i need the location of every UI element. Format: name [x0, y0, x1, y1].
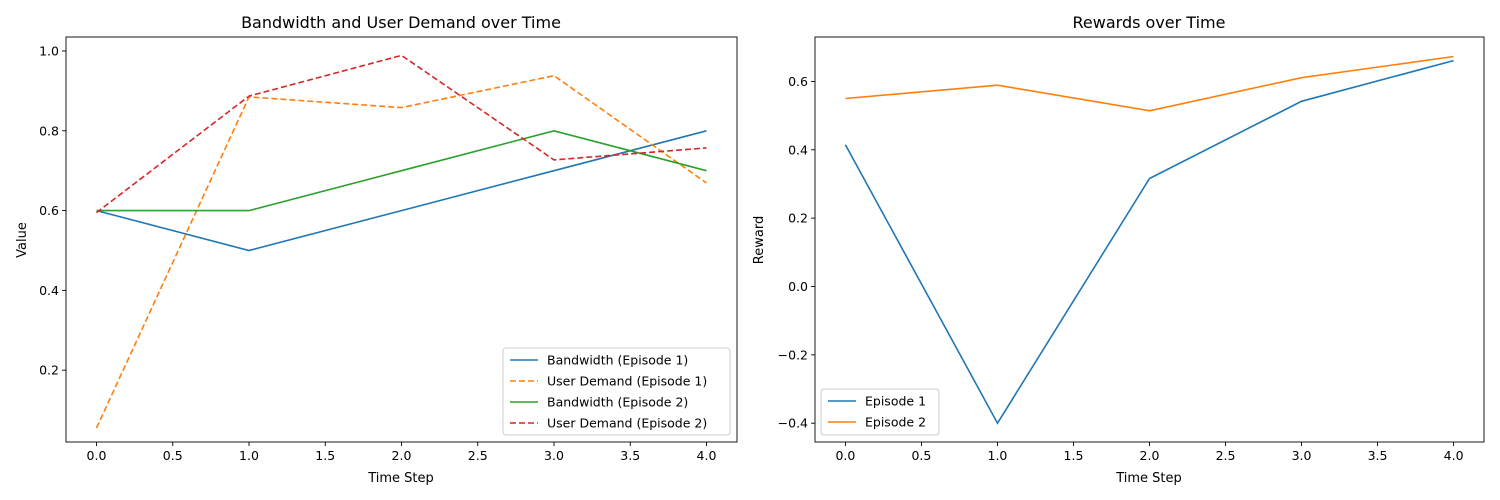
y-axis-label: Reward: [752, 216, 767, 264]
y-tick-label: 0.6: [788, 74, 808, 89]
x-tick-label: 2.0: [1140, 448, 1160, 463]
legend-label: Bandwidth (Episode 2): [547, 395, 688, 410]
x-tick-label: 3.0: [544, 448, 564, 463]
y-tick-label: 0.2: [39, 363, 59, 378]
legend-box: [502, 347, 731, 436]
series-line-4: [96, 54, 707, 214]
x-tick-label: 3.0: [1292, 448, 1312, 463]
x-tick-label: 3.5: [1368, 448, 1388, 463]
chart-bandwidth-demand: Bandwidth and User Demand over Time Time…: [15, 13, 738, 486]
x-axis-label: Time Step: [1115, 471, 1182, 486]
x-tick-label: 0.5: [911, 448, 931, 463]
y-tick-label: 0.4: [39, 283, 59, 298]
y-tick-label: −0.4: [778, 416, 808, 431]
x-tick-label: 1.0: [239, 448, 259, 463]
x-tick-label: 0.0: [87, 448, 107, 463]
x-tick-label: 1.5: [1064, 448, 1084, 463]
plot-frame: [814, 36, 1485, 443]
legend-label: Episode 2: [865, 415, 926, 430]
y-tick-label: 0.2: [788, 211, 808, 226]
series-line-1: [844, 59, 1454, 425]
y-tick-label: 0.0: [788, 279, 808, 294]
x-tick-label: 2.5: [1216, 448, 1236, 463]
x-tick-label: 2.0: [392, 448, 412, 463]
x-tick-label: 4.0: [697, 448, 717, 463]
legend-label: User Demand (Episode 2): [547, 416, 707, 431]
series-line-2: [95, 74, 707, 429]
y-axis-label: Value: [15, 222, 30, 258]
series-line-3: [96, 129, 707, 212]
y-tick-label: 0.4: [788, 142, 808, 157]
y-tick-label: 0.6: [39, 203, 59, 218]
chart-title: Bandwidth and User Demand over Time: [241, 13, 561, 32]
legend-label: User Demand (Episode 1): [547, 374, 707, 389]
x-tick-label: 0.0: [835, 448, 855, 463]
chart-title: Rewards over Time: [1073, 13, 1226, 32]
x-tick-label: 1.5: [315, 448, 335, 463]
legend-label: Bandwidth (Episode 1): [547, 353, 688, 368]
y-tick-label: −0.2: [778, 347, 808, 362]
series-line-2: [845, 55, 1454, 112]
y-tick-label: 1.0: [39, 43, 59, 58]
chart-rewards: Rewards over Time Time Step Reward 0.0 0.…: [752, 13, 1485, 486]
legend-label: Episode 1: [865, 394, 926, 409]
x-tick-label: 3.5: [620, 448, 640, 463]
series-line-1: [96, 130, 707, 252]
x-tick-label: 4.0: [1444, 448, 1464, 463]
x-tick-label: 0.5: [163, 448, 183, 463]
x-tick-label: 1.0: [988, 448, 1008, 463]
x-axis-label: Time Step: [367, 471, 434, 486]
y-tick-label: 0.8: [39, 123, 59, 138]
x-tick-label: 2.5: [468, 448, 488, 463]
